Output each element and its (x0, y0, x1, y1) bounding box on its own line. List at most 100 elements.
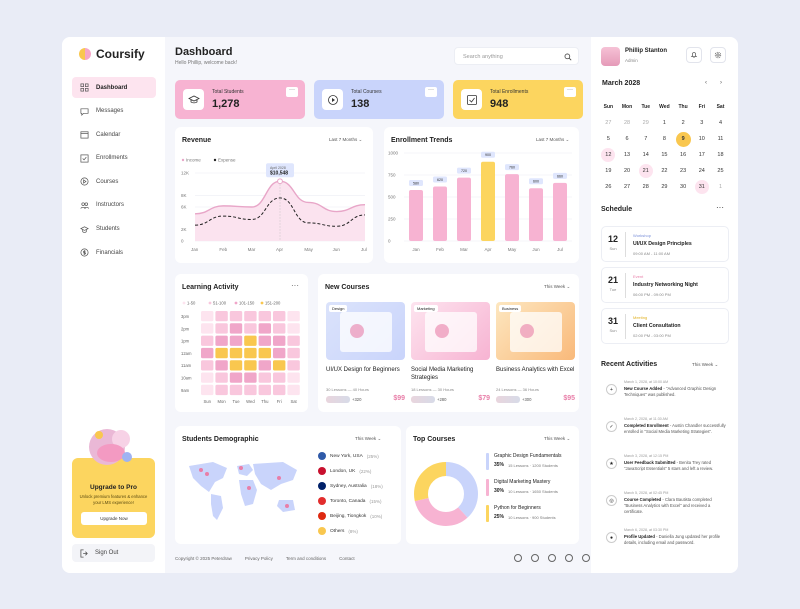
instagram-icon[interactable] (548, 554, 556, 562)
calendar-day[interactable]: 21 (636, 163, 655, 179)
demographic-range-dropdown[interactable]: This Week ⌄ (355, 436, 382, 441)
calendar-day[interactable]: 29 (636, 115, 655, 131)
calendar-next-button[interactable]: › (720, 80, 722, 86)
sidebar-item-financials[interactable]: Financials (72, 242, 156, 263)
heat-cell (201, 347, 214, 359)
activities-range-dropdown[interactable]: This Week ⌄ (692, 362, 719, 367)
calendar-day-number: 9 (675, 132, 691, 147)
sidebar-item-courses[interactable]: Courses (72, 171, 156, 192)
demographic-pct: (15%) (369, 498, 382, 504)
sidebar-item-students[interactable]: Students (72, 219, 156, 240)
schedule-item[interactable]: 31 Sun Meeting Client Consultation 02:00 PM … (601, 308, 729, 344)
sidebar-item-enrollments[interactable]: Enrollments (72, 148, 156, 169)
learning-more-button[interactable]: ··· (291, 281, 299, 290)
course-card[interactable]: Design UI/UX Design for Beginners 30 Lesso… (326, 302, 405, 406)
calendar-day[interactable]: 1 (655, 115, 674, 131)
youtube-icon[interactable] (565, 554, 573, 562)
schedule-item[interactable]: 12 Sun Workshop UI/UX Design Principles 09:0… (601, 226, 729, 262)
calendar-day[interactable]: 17 (692, 147, 711, 163)
schedule-more-button[interactable]: ··· (716, 203, 724, 212)
footer: Copyright © 2025 Peterdraw Privacy Polic… (175, 556, 355, 561)
sidebar-item-dashboard[interactable]: Dashboard (72, 77, 156, 98)
calendar-day[interactable]: 16 (674, 147, 693, 163)
footer-link-contact[interactable]: Contact (339, 556, 355, 561)
top-course-item[interactable]: Digital Marketing Mastery 30% 10 Lessons ·… (486, 478, 574, 498)
facebook-icon[interactable] (514, 554, 522, 562)
activity-item[interactable]: ✓ March 2, 2028, at 11:30 AM Completed Enr… (606, 417, 728, 447)
calendar-day[interactable]: 8 (655, 131, 674, 147)
calendar-day[interactable]: 30 (674, 179, 693, 195)
heat-cell (244, 323, 257, 334)
calendar-day[interactable]: 24 (692, 163, 711, 179)
footer-link-privacy[interactable]: Privacy Policy (244, 556, 273, 561)
activity-item[interactable]: + March 1, 2028, at 10:00 AM New Course Ad… (606, 380, 728, 410)
calendar-day[interactable]: 6 (618, 131, 637, 147)
calendar-day[interactable]: 10 (692, 131, 711, 147)
settings-button[interactable] (710, 47, 726, 63)
activity-item[interactable]: ★ March 3, 2028, at 12:15 PM User Feedback… (606, 454, 728, 484)
calendar-day[interactable]: 1 (711, 179, 730, 195)
rocket-illustration-icon (89, 429, 132, 465)
new-courses-range-dropdown[interactable]: This Week ⌄ (544, 284, 571, 289)
calendar-day[interactable]: 3 (692, 115, 711, 131)
calendar-day[interactable]: 28 (636, 179, 655, 195)
calendar-day[interactable]: 14 (636, 147, 655, 163)
calendar-day[interactable]: 4 (711, 115, 730, 131)
enrollment-range-dropdown[interactable]: Last 7 Months ⌄ (536, 137, 570, 142)
top-course-item[interactable]: Python for Beginners 25% 10 Lessons · 900 … (486, 504, 574, 524)
x-icon[interactable] (531, 554, 539, 562)
calendar-day[interactable]: 2 (674, 115, 693, 131)
course-card[interactable]: Marketing Social Media Marketing Strategi… (411, 302, 490, 406)
linkedin-icon[interactable] (582, 554, 590, 562)
course-card[interactable]: Business Business Analytics with Excel 24 … (496, 302, 575, 406)
calendar-day[interactable]: 31 (692, 179, 711, 195)
sidebar-item-messages[interactable]: Messages (72, 101, 156, 122)
avatar[interactable] (601, 47, 620, 66)
calendar-day[interactable]: 20 (618, 163, 637, 179)
search-input[interactable]: Search anything (454, 47, 579, 65)
schedule-divider (625, 232, 626, 257)
revenue-range-dropdown[interactable]: Last 7 Months ⌄ (329, 137, 363, 142)
logo[interactable]: Coursify (79, 47, 145, 61)
heat-cell (258, 347, 271, 359)
page-subtitle: Hello Phillip, welcome back! (175, 60, 237, 66)
upgrade-now-button[interactable]: Upgrade Now (81, 512, 147, 525)
calendar-day[interactable]: 19 (599, 163, 618, 179)
copyright: Copyright © 2025 Peterdraw (175, 556, 232, 561)
calendar-day[interactable]: 27 (599, 115, 618, 131)
stat-more-button[interactable]: ··· (425, 87, 437, 97)
calendar-day[interactable]: 7 (636, 131, 655, 147)
activity-detail: - Clara Bautista completed "Business Ana… (624, 497, 712, 514)
stat-more-button[interactable]: ··· (286, 87, 298, 97)
top-courses-range-dropdown[interactable]: This Week ⌄ (544, 436, 571, 441)
stat-more-button[interactable]: ··· (564, 87, 576, 97)
sign-out-button[interactable]: Sign Out (72, 544, 155, 562)
calendar-day[interactable]: 9 (674, 131, 693, 147)
calendar-day[interactable]: 29 (655, 179, 674, 195)
sidebar-item-instructors[interactable]: Instructors (72, 195, 156, 216)
calendar-day[interactable]: 5 (599, 131, 618, 147)
demographic-pct: (25%) (366, 453, 379, 459)
footer-link-terms[interactable]: Term and conditions (285, 556, 327, 561)
calendar-day[interactable]: 25 (711, 163, 730, 179)
activity-item[interactable]: ◎ March 5, 2028, at 02:45 PM Course Comple… (606, 491, 728, 521)
calendar-day[interactable]: 23 (674, 163, 693, 179)
enrollment-bar (409, 189, 423, 241)
calendar-day[interactable]: 13 (618, 147, 637, 163)
calendar-day[interactable]: 18 (711, 147, 730, 163)
enrollment-x-tick: Feb (436, 247, 444, 252)
calendar-day[interactable]: 22 (655, 163, 674, 179)
notification-button[interactable] (686, 47, 702, 63)
calendar-day[interactable]: 12 (599, 147, 618, 163)
calendar-day[interactable]: 11 (711, 131, 730, 147)
top-course-item[interactable]: Graphic Design Fundamentals 35% 15 Lessons… (486, 452, 574, 472)
calendar-prev-button[interactable]: ‹ (705, 80, 707, 86)
activity-item[interactable]: ● March 6, 2028, at 03:30 PM Profile Updat… (606, 528, 728, 558)
calendar-day[interactable]: 28 (618, 115, 637, 131)
calendar-day[interactable]: 15 (655, 147, 674, 163)
calendar-day[interactable]: 26 (599, 179, 618, 195)
revenue-y-tick: 8K (181, 193, 187, 198)
calendar-day[interactable]: 27 (618, 179, 637, 195)
sidebar-item-calendar[interactable]: Calendar (72, 124, 156, 145)
schedule-item[interactable]: 21 Tue Event Industry Networking Night 06:00… (601, 267, 729, 303)
